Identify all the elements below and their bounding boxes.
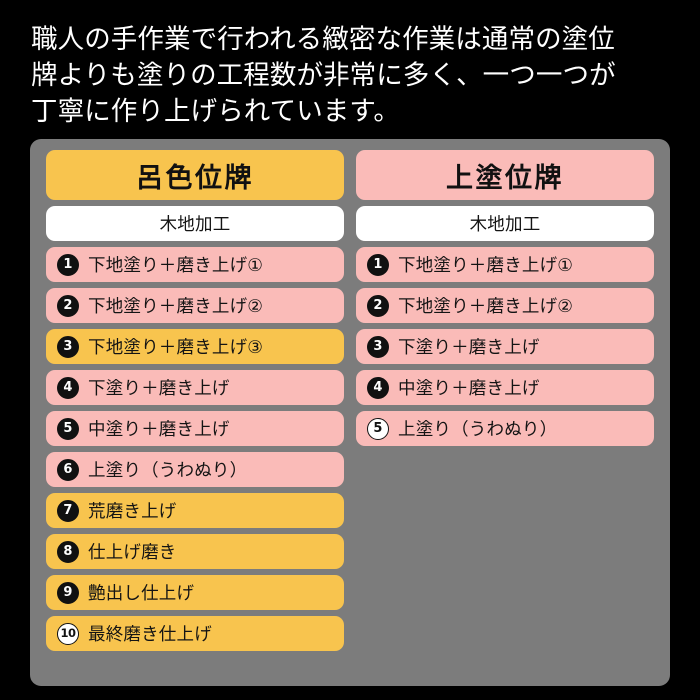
process-row: 1 下地塗り＋磨き上げ① xyxy=(356,247,654,282)
process-comparison-panel: 呂色位牌木地加工 1 下地塗り＋磨き上げ① 2 下地塗り＋磨き上げ② 3 下地塗り＋磨き上げ… xyxy=(30,139,670,686)
process-row-label: 下地塗り＋磨き上げ③ xyxy=(88,338,264,358)
process-row-label: 中塗り＋磨き上げ xyxy=(88,420,230,440)
process-row-label: 最終磨き仕上げ xyxy=(88,625,212,645)
step-number-badge: 3 xyxy=(57,335,79,358)
process-row: 5 上塗り（うわぬり） xyxy=(356,411,654,446)
step-number-badge: 4 xyxy=(367,376,389,399)
process-row: 4 中塗り＋磨き上げ xyxy=(356,370,654,405)
step-number-badge: 5 xyxy=(57,417,79,440)
process-row-label: 下地塗り＋磨き上げ② xyxy=(88,297,264,317)
intro-paragraph: 職人の手作業で行われる緻密な作業は通常の塗位 牌よりも塗りの工程数が非常に多く、… xyxy=(31,24,616,127)
process-row: 3 下塗り＋磨き上げ xyxy=(356,329,654,364)
process-row-label: 上塗り（うわぬり） xyxy=(88,461,248,481)
step-number-badge: 6 xyxy=(57,458,79,481)
process-row-label: 下塗り＋磨き上げ xyxy=(398,338,540,358)
step-number-badge: 2 xyxy=(367,294,389,317)
column-uwanuri: 上塗位牌木地加工 1 下地塗り＋磨き上げ① 2 下地塗り＋磨き上げ② 3 下塗り＋磨き上げ 4… xyxy=(356,150,654,675)
process-row: 10 最終磨き仕上げ xyxy=(46,616,344,651)
process-row: 9 艶出し仕上げ xyxy=(46,575,344,610)
step-number-badge: 4 xyxy=(57,376,79,399)
process-row-label: 荒磨き上げ xyxy=(88,502,177,522)
process-row: 2 下地塗り＋磨き上げ② xyxy=(356,288,654,323)
step-number-badge: 3 xyxy=(367,335,389,358)
step-number-badge: 2 xyxy=(57,294,79,317)
process-row: 木地加工 xyxy=(46,206,344,241)
process-row: 5 中塗り＋磨き上げ xyxy=(46,411,344,446)
step-number-badge: 1 xyxy=(367,253,389,276)
process-row: 8 仕上げ磨き xyxy=(46,534,344,569)
process-row: 6 上塗り（うわぬり） xyxy=(46,452,344,487)
step-number-badge: 8 xyxy=(57,540,79,563)
process-row-label: 中塗り＋磨き上げ xyxy=(398,379,540,399)
process-row-label: 木地加工 xyxy=(469,215,541,235)
process-row-label: 下地塗り＋磨き上げ① xyxy=(398,256,574,276)
process-row-label: 上塗り（うわぬり） xyxy=(398,420,558,440)
process-row: 3 下地塗り＋磨き上げ③ xyxy=(46,329,344,364)
column-header-uwanuri: 上塗位牌 xyxy=(356,150,654,200)
process-row-label: 下地塗り＋磨き上げ① xyxy=(88,256,264,276)
column-header-roiro: 呂色位牌 xyxy=(46,150,344,200)
process-row-label: 艶出し仕上げ xyxy=(88,584,195,604)
process-row: 2 下地塗り＋磨き上げ② xyxy=(46,288,344,323)
process-row-label: 木地加工 xyxy=(159,215,231,235)
process-row: 7 荒磨き上げ xyxy=(46,493,344,528)
column-roiro: 呂色位牌木地加工 1 下地塗り＋磨き上げ① 2 下地塗り＋磨き上げ② 3 下地塗り＋磨き上げ… xyxy=(46,150,344,675)
step-number-badge: 7 xyxy=(57,499,79,522)
process-row-label: 下塗り＋磨き上げ xyxy=(88,379,230,399)
step-number-badge: 9 xyxy=(57,581,79,604)
process-row: 1 下地塗り＋磨き上げ① xyxy=(46,247,344,282)
step-number-badge: 10 xyxy=(57,622,79,645)
process-row-label: 下地塗り＋磨き上げ② xyxy=(398,297,574,317)
step-number-badge: 1 xyxy=(57,253,79,276)
process-row-label: 仕上げ磨き xyxy=(88,543,177,563)
step-number-badge: 5 xyxy=(367,417,389,440)
process-row: 木地加工 xyxy=(356,206,654,241)
process-row: 4 下塗り＋磨き上げ xyxy=(46,370,344,405)
